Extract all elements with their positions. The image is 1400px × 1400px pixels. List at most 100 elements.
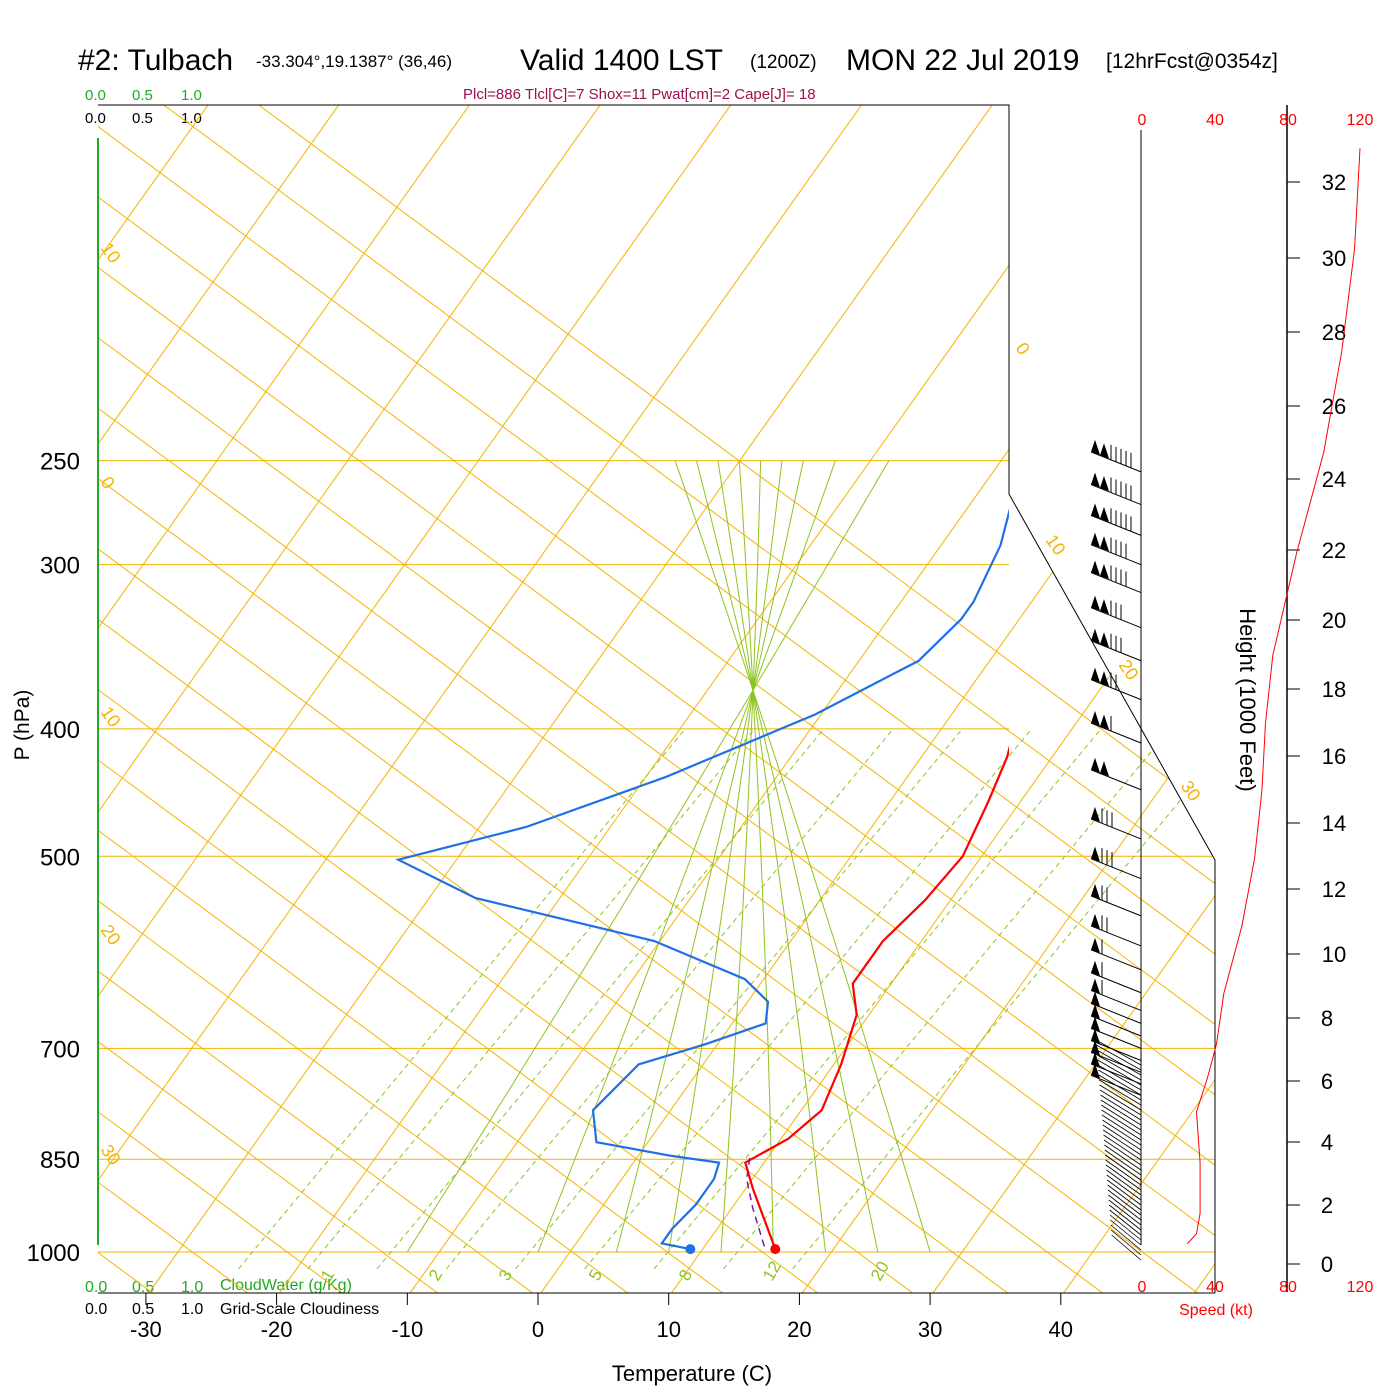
cloud-scale-bottom-black-1: 0.5 <box>132 1301 154 1318</box>
barb-flag <box>1091 806 1100 822</box>
barb-flag <box>1100 632 1109 648</box>
barb-flag <box>1100 443 1109 459</box>
barb-shaft <box>1097 1064 1142 1091</box>
mixing-ratio-label: 8 <box>675 1266 696 1284</box>
barb-shaft <box>1102 1129 1142 1156</box>
barb-flag <box>1091 978 1100 994</box>
barb-flag <box>1091 472 1100 488</box>
wind-barb <box>1090 472 1142 505</box>
barb-shaft <box>1104 1154 1142 1181</box>
cloudwater-label: CloudWater (g/Kg) <box>220 1277 352 1294</box>
barb-flag <box>1091 595 1100 611</box>
grid-lines <box>98 105 1215 1293</box>
dry-adiabat <box>98 105 1109 1293</box>
wind-barb <box>1090 1004 1142 1037</box>
barb-shaft <box>1110 1224 1142 1251</box>
height-tick: 32 <box>1287 170 1346 195</box>
isotherm-label: 0 <box>1012 339 1034 359</box>
height-tick-label: 16 <box>1322 744 1346 769</box>
barb-shaft <box>1090 1051 1142 1073</box>
mixing-ratio-line <box>445 728 894 1270</box>
barb-flag <box>1091 1063 1100 1079</box>
mixing-ratio-line <box>584 728 1032 1270</box>
stability-indices: Plcl=886 Tlcl[C]=7 Shox=11 Pwat[cm]=2 Ca… <box>463 86 816 103</box>
barb-shaft <box>1090 1027 1142 1049</box>
dry-adiabat <box>98 105 254 1293</box>
station-title: #2: Tulbach <box>78 44 233 77</box>
x-tick-label: 20 <box>787 1317 811 1342</box>
cloud-scale-top-green-1: 0.5 <box>132 87 153 104</box>
barb-flag <box>1091 960 1100 976</box>
pressure-tick-label: 250 <box>40 449 80 476</box>
barb-shaft <box>1101 1109 1142 1136</box>
dry-adiabat <box>204 105 1215 1293</box>
wind-barb <box>1090 595 1142 629</box>
barb-shaft <box>1095 1039 1142 1066</box>
dry-adiabat <box>98 105 539 1293</box>
wind-barb <box>1090 1028 1142 1061</box>
x-tick-label: 10 <box>656 1317 680 1342</box>
barb-flag <box>1091 757 1100 773</box>
barb-flag <box>1091 503 1100 519</box>
dry-adiabat <box>98 105 824 1293</box>
wind-barb <box>1090 1016 1142 1049</box>
wind-barb <box>1090 711 1142 744</box>
height-tick: 24 <box>1287 467 1346 492</box>
height-tick-label: 0 <box>1321 1252 1333 1277</box>
barb-flag <box>1100 476 1109 492</box>
forecast-label: [12hrFcst@0354z] <box>1106 50 1278 73</box>
valid-date: MON 22 Jul 2019 <box>846 44 1079 77</box>
barb-shaft <box>1090 925 1142 947</box>
speed-tick-label: 80 <box>1279 1279 1297 1296</box>
barb-shaft <box>1090 722 1142 744</box>
height-tick-label: 24 <box>1322 467 1346 492</box>
isotherm <box>98 105 107 1293</box>
cloud-scale-bottom-green-0: 0.0 <box>85 1279 107 1296</box>
barb-flag <box>1091 532 1100 548</box>
isotherm <box>98 105 760 1293</box>
height-tick-label: 20 <box>1322 608 1346 633</box>
height-tick-label: 6 <box>1321 1069 1333 1094</box>
barb-flag <box>1100 671 1109 687</box>
height-tick: 8 <box>1287 1006 1333 1031</box>
speed-tick-label: 0 <box>1138 1279 1147 1296</box>
barb-flag <box>1091 560 1100 576</box>
height-tick-label: 18 <box>1322 677 1346 702</box>
barb-shaft <box>1090 949 1142 971</box>
barb-flag <box>1091 1051 1100 1067</box>
barb-shaft <box>1100 1104 1142 1131</box>
wind-barb <box>1090 1040 1142 1073</box>
barb-flag <box>1091 937 1100 953</box>
barb-shaft <box>1110 1229 1142 1256</box>
barb-shaft <box>1109 1209 1142 1236</box>
height-tick-label: 12 <box>1322 877 1346 902</box>
height-tick: 22 <box>1287 538 1346 563</box>
cloud-scale-top-black-1: 0.5 <box>132 110 153 127</box>
barb-shaft <box>1109 1214 1142 1241</box>
isotherm <box>1191 105 1215 1293</box>
speed-tick-label: 40 <box>1206 112 1224 129</box>
height-tick-label: 2 <box>1321 1193 1333 1218</box>
dry-adiabat <box>98 105 1014 1293</box>
barb-shaft <box>1090 858 1142 880</box>
pressure-tick-label: 300 <box>40 553 80 580</box>
wind-barb <box>1090 439 1142 473</box>
height-tick-label: 10 <box>1322 942 1346 967</box>
speed-axis-label: Speed (kt) <box>1179 1302 1253 1319</box>
sounding-series <box>395 508 1009 1255</box>
isotherm-label: 20 <box>97 921 125 949</box>
mixing-ratio-line <box>238 728 686 1270</box>
plot-frame <box>98 104 1216 1293</box>
barb-shaft <box>1107 1189 1142 1216</box>
barb-shaft <box>1100 1099 1142 1126</box>
height-tick-label: 32 <box>1322 170 1346 195</box>
isotherm <box>145 105 1022 1293</box>
speed-tick-label: 80 <box>1279 112 1297 129</box>
dewpoint-line <box>395 508 1009 1251</box>
barb-shaft <box>1108 1194 1142 1221</box>
height-tick: 26 <box>1287 394 1346 419</box>
barb-shaft <box>1102 1124 1142 1151</box>
barb-shaft <box>1090 972 1142 994</box>
x-tick-label: 40 <box>1049 1317 1073 1342</box>
